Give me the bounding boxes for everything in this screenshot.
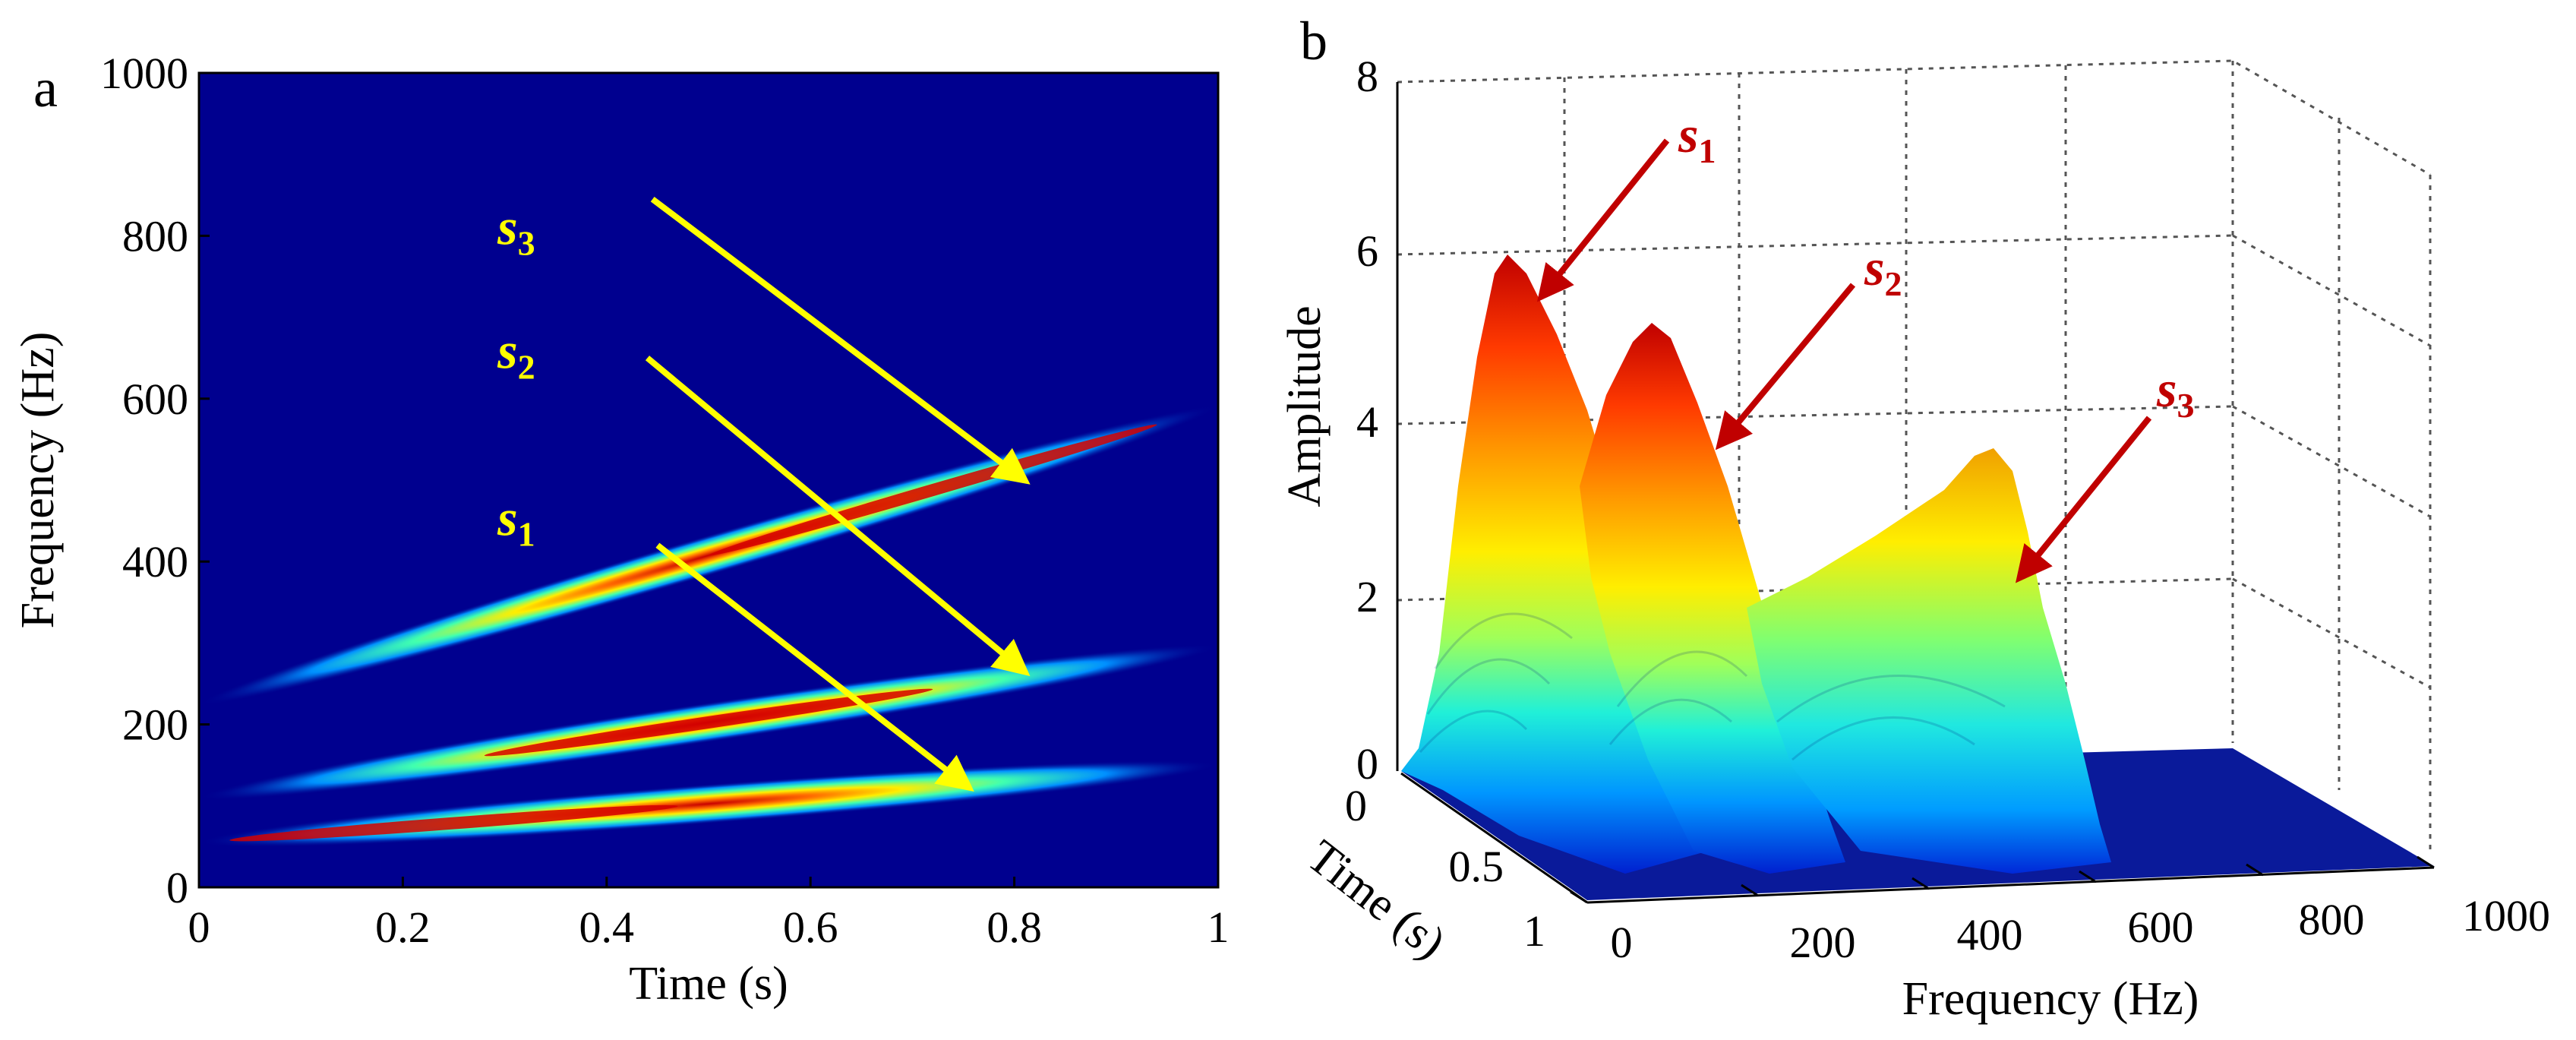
time-axis-label: Time (s) bbox=[1298, 830, 1455, 969]
x-tick-label: 1 bbox=[1208, 902, 1230, 952]
arrow-group bbox=[645, 196, 1031, 792]
label-s3-sub: 3 bbox=[2177, 386, 2194, 425]
x-tick-label: 0.6 bbox=[783, 902, 838, 952]
label-s2-base: s bbox=[497, 322, 517, 380]
x-tick-label: 0 bbox=[188, 902, 210, 952]
z-tick-2: 2 bbox=[1356, 572, 1378, 621]
frequency-axis-label: Frequency (Hz) bbox=[1902, 973, 2199, 1025]
label-s2-base: s bbox=[1864, 239, 1884, 296]
time-tick-1: 1 bbox=[1523, 906, 1545, 956]
heatmap-background bbox=[199, 73, 1218, 887]
ridge-core-s3 bbox=[708, 424, 1157, 556]
panel-label-a: a bbox=[33, 58, 58, 119]
time-tick-0-5: 0.5 bbox=[1449, 842, 1504, 891]
time-axis-line bbox=[1400, 772, 1588, 904]
x-tick-group: 0 0.2 0.4 0.6 0.8 1 bbox=[188, 877, 1230, 952]
x-tick-label: 0.4 bbox=[579, 902, 635, 952]
frequency-axis-line bbox=[1586, 866, 2435, 904]
label-s3-base: s bbox=[497, 198, 517, 256]
x-tick-label: 0.8 bbox=[987, 902, 1042, 952]
freq-tick-1000: 1000 bbox=[2462, 891, 2550, 940]
label-s1-sub: 1 bbox=[518, 514, 535, 553]
z-tick-0: 0 bbox=[1356, 739, 1378, 789]
freq-tick-400: 400 bbox=[1957, 910, 2023, 959]
peak-s2 bbox=[1580, 323, 1845, 874]
z-tick-6: 6 bbox=[1356, 226, 1378, 276]
y-tick-group: 0 200 400 600 800 1000 bbox=[100, 49, 210, 912]
time-tick-0: 0 bbox=[1345, 781, 1367, 830]
y-tick-label: 600 bbox=[122, 375, 188, 424]
y-axis-label: Frequency (Hz) bbox=[12, 332, 64, 629]
arrow-s3 bbox=[2015, 416, 2152, 583]
y-tick-label: 400 bbox=[122, 537, 188, 586]
arrow-s3 bbox=[650, 196, 1031, 485]
arrow-s2 bbox=[645, 356, 1031, 677]
freq-tick-0: 0 bbox=[1611, 918, 1633, 967]
label-s3-sub: 3 bbox=[518, 224, 535, 263]
ridge-core-s1 bbox=[229, 804, 678, 842]
label-s1-base: s bbox=[1678, 106, 1698, 163]
label-s2-yellow: s2 bbox=[497, 322, 535, 387]
freq-tick-600: 600 bbox=[2128, 902, 2194, 952]
label-s3-red: s3 bbox=[2156, 360, 2194, 425]
peak-s1 bbox=[1401, 254, 1709, 874]
label-s1-sub: 1 bbox=[1698, 131, 1716, 170]
label-s3-yellow: s3 bbox=[497, 198, 535, 263]
arrow-s1 bbox=[655, 542, 974, 792]
label-s2-sub: 2 bbox=[1884, 264, 1902, 303]
arrow-s2 bbox=[1715, 283, 1856, 450]
label-s2-red: s2 bbox=[1864, 239, 1902, 303]
freq-tick-800: 800 bbox=[2299, 895, 2365, 944]
ridge-group bbox=[198, 405, 1219, 848]
surface-shading bbox=[1419, 612, 2006, 761]
freq-tick-200: 200 bbox=[1790, 918, 1856, 967]
surface-chart: 8 6 4 2 0 0 0.5 1 0 200 400 600 800 1000… bbox=[1279, 52, 2550, 1025]
arrow-s1 bbox=[1536, 138, 1670, 302]
amplitude-axis-label: Amplitude bbox=[1279, 305, 1331, 507]
label-s1-red: s1 bbox=[1678, 106, 1716, 170]
y-tick-label: 800 bbox=[122, 211, 188, 261]
y-tick-label: 200 bbox=[122, 700, 188, 750]
z-tick-4: 4 bbox=[1356, 397, 1378, 447]
z-tick-8: 8 bbox=[1356, 52, 1378, 101]
label-s3-base: s bbox=[2156, 360, 2177, 418]
frequency-tick-marks bbox=[1570, 855, 2435, 904]
label-s1-yellow: s1 bbox=[497, 488, 535, 553]
label-s2-sub: 2 bbox=[518, 348, 535, 387]
y-tick-label: 1000 bbox=[100, 49, 188, 98]
heatmap-frame bbox=[197, 71, 1220, 889]
x-axis-label: Time (s) bbox=[629, 958, 788, 1010]
panel-label-b: b bbox=[1300, 11, 1327, 71]
ridge-core-s2 bbox=[484, 688, 933, 757]
y-tick-label: 0 bbox=[166, 863, 188, 912]
label-s1-base: s bbox=[497, 488, 517, 546]
x-tick-label: 0.2 bbox=[375, 902, 431, 952]
